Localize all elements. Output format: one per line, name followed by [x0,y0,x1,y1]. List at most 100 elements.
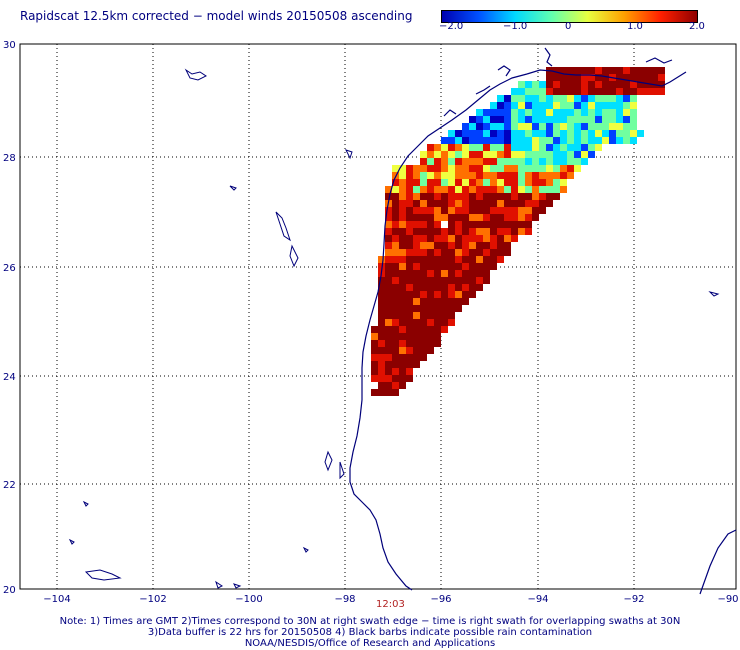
wind-cell [504,165,511,172]
wind-cell [392,235,399,242]
wind-cell [546,137,553,144]
wind-cell [476,151,483,158]
wind-cell [420,263,427,270]
wind-cell [385,277,392,284]
wind-cell [378,361,385,368]
wind-cell [497,123,504,130]
wind-cell [385,340,392,347]
wind-cell [630,74,637,81]
lon-label-90: −90 [717,594,738,605]
wind-cell [448,151,455,158]
colorbar-tick-0: 0 [565,21,572,32]
wind-cell [609,81,616,88]
wind-cell [406,221,413,228]
wind-cell [518,95,525,102]
wind-cell [497,151,504,158]
wind-cell [553,179,560,186]
wind-cell [392,333,399,340]
wind-cell [392,270,399,277]
note-line-3: NOAA/NESDIS/Office of Research and Appli… [244,638,496,649]
wind-cell [490,158,497,165]
wind-cell [427,340,434,347]
wind-cell [574,88,581,95]
wind-cell [441,158,448,165]
wind-cell [420,200,427,207]
wind-cell [476,186,483,193]
wind-cell [455,284,462,291]
wind-cell [448,312,455,319]
wind-cell [560,88,567,95]
wind-cell [553,172,560,179]
wind-cell [420,256,427,263]
wind-cell [420,270,427,277]
wind-cell [427,291,434,298]
wind-cell [462,193,469,200]
wind-cell [483,263,490,270]
wind-cell [413,165,420,172]
wind-cell [518,151,525,158]
wind-cell [462,186,469,193]
wind-difference-swath [371,67,665,396]
wind-cell [581,74,588,81]
wind-cell [532,130,539,137]
wind-cell [553,123,560,130]
wind-cell [420,207,427,214]
wind-cell [469,116,476,123]
wind-cell [539,165,546,172]
wind-cell [413,242,420,249]
wind-cell [497,130,504,137]
wind-cell [497,137,504,144]
footer-notes: Note: 1) Times are GMT 2)Times correspon… [0,616,740,649]
wind-cell [560,74,567,81]
wind-cell [406,172,413,179]
wind-cell [441,263,448,270]
wind-cell [532,158,539,165]
wind-cell [511,151,518,158]
wind-cell [420,193,427,200]
wind-cell [476,123,483,130]
wind-cell [483,130,490,137]
coastline [349,47,737,595]
wind-cell [490,165,497,172]
wind-cell [553,130,560,137]
colorbar-tick-1: 1.0 [627,21,643,32]
wind-cell [392,186,399,193]
wind-cell [469,172,476,179]
wind-cell [525,144,532,151]
wind-cell [434,200,441,207]
wind-cell [483,193,490,200]
wind-cell [546,123,553,130]
wind-cell [462,144,469,151]
wind-cell [371,333,378,340]
wind-cell [392,221,399,228]
wind-cell [392,172,399,179]
wind-cell [448,214,455,221]
wind-cell [413,361,420,368]
wind-cell [455,312,462,319]
wind-cell [504,95,511,102]
wind-cell [420,347,427,354]
wind-cell [392,200,399,207]
wind-cell [490,249,497,256]
wind-cell [378,291,385,298]
wind-cell [567,172,574,179]
wind-cell [448,270,455,277]
wind-cell [581,123,588,130]
wind-cell [385,382,392,389]
wind-cell [581,130,588,137]
wind-cell [602,88,609,95]
wind-cell [588,123,595,130]
wind-cell [490,144,497,151]
wind-cell [546,200,553,207]
wind-cell [406,256,413,263]
wind-cell [469,214,476,221]
wind-cell [406,284,413,291]
wind-cell [574,102,581,109]
wind-cell [385,368,392,375]
wind-cell [413,298,420,305]
wind-cell [539,123,546,130]
wind-cell [399,298,406,305]
wind-cell [497,249,504,256]
wind-cell [427,235,434,242]
wind-cell [406,319,413,326]
